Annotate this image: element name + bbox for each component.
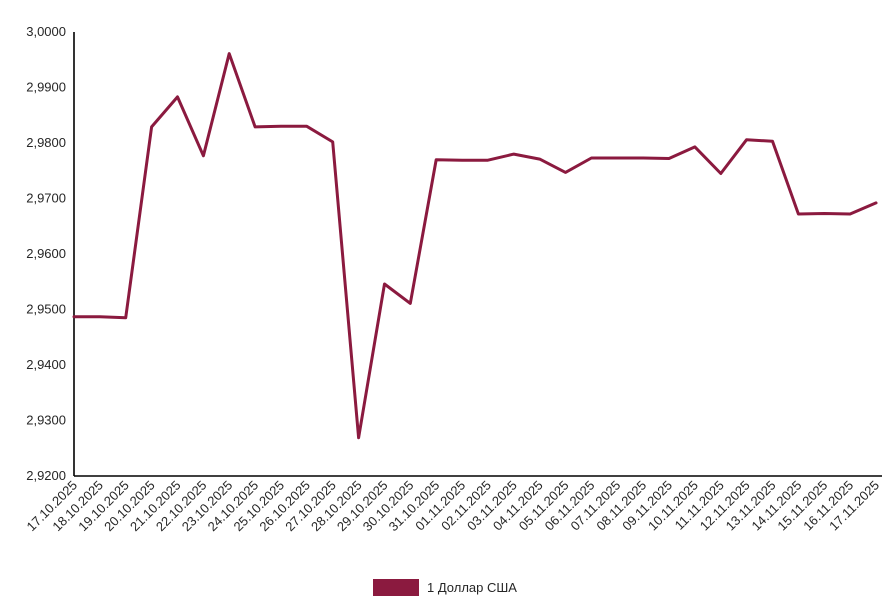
series-line xyxy=(72,52,878,440)
y-tick-label: 2,9400 xyxy=(26,357,66,372)
x-axis-labels: 17.10.202518.10.202519.10.202520.10.2025… xyxy=(23,478,882,535)
y-tick-label: 2,9800 xyxy=(26,135,66,150)
y-axis-labels: 3,0000 2,9900 2,9800 2,9700 2,9600 2,9500 2,94… xyxy=(26,24,66,483)
y-tick-label: 2,9500 xyxy=(26,302,66,317)
y-tick-label: 2,9300 xyxy=(26,413,66,428)
y-tick-label: 2,9700 xyxy=(26,191,66,206)
legend-label: 1 Доллар США xyxy=(427,580,517,595)
y-tick-label: 2,9600 xyxy=(26,246,66,261)
legend: 1 Доллар США xyxy=(373,579,517,596)
legend-swatch xyxy=(373,579,419,596)
y-tick-label: 2,9200 xyxy=(26,468,66,483)
y-tick-label: 2,9900 xyxy=(26,80,66,95)
series-layer xyxy=(72,52,878,440)
y-tick-label: 3,0000 xyxy=(26,24,66,39)
